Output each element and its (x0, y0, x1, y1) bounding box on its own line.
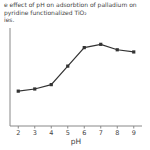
marker (83, 46, 86, 49)
x-tick-label: 9 (132, 129, 136, 137)
marker (99, 43, 102, 46)
plot-marks (17, 43, 136, 93)
y-axis (10, 28, 11, 126)
x-axis (10, 126, 142, 127)
marker (50, 83, 53, 86)
marker (116, 48, 119, 51)
marker (17, 90, 20, 93)
x-axis-label: pH (71, 137, 81, 146)
chart-container: e effect of pH on adsorbtion of palladiu… (0, 0, 150, 150)
title: e effect of pH on adsorbtion of palladiu… (4, 1, 137, 17)
x-tick-label: 8 (115, 129, 119, 137)
marker (132, 50, 135, 53)
marker (33, 87, 36, 90)
x-tick-label: 5 (66, 129, 70, 137)
x-tick-label: 7 (99, 129, 103, 137)
x-tick-label: 4 (49, 129, 53, 137)
subtitle: ies. (4, 16, 14, 23)
chart: e effect of pH on adsorbtion of palladiu… (0, 0, 150, 150)
x-tick-label: 3 (33, 129, 37, 137)
line (18, 44, 134, 91)
x-tick-label: 6 (82, 129, 86, 137)
x-tick-label: 2 (16, 129, 20, 137)
marker (66, 65, 69, 68)
